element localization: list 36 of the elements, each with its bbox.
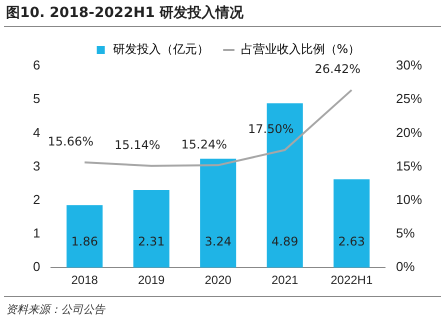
data-label: 26.42%	[314, 62, 360, 76]
y-tick-label: 3	[32, 158, 40, 174]
x-tick-label: 2022H1	[330, 273, 373, 288]
bar	[66, 205, 103, 268]
data-label: 3.24	[204, 234, 232, 249]
x-tick-label: 2020	[204, 273, 232, 288]
data-label: 15.14%	[114, 138, 160, 152]
y2-tick-label: 5%	[396, 226, 416, 241]
x-tick-label: 2019	[138, 273, 166, 288]
y2-tick-label: 10%	[396, 192, 422, 207]
bar	[200, 158, 236, 268]
x-tick-label: 2021	[272, 273, 299, 288]
y2-tick-label: 25%	[396, 91, 422, 106]
data-label: 1.86	[71, 234, 98, 249]
y2-tick-label: 0%	[396, 259, 416, 274]
bar	[133, 190, 170, 268]
y-tick-label: 6	[32, 58, 40, 73]
data-label: 15.24%	[181, 137, 227, 152]
legend-label: 占营业收入比例（%）	[240, 42, 360, 56]
y2-tick-label: 15%	[396, 158, 422, 174]
data-label: 4.89	[271, 234, 298, 249]
chart-title: 图10. 2018-2022H1 研发投入情况	[6, 4, 244, 22]
y-tick-label: 1	[32, 226, 40, 241]
y2-tick-label: 20%	[396, 124, 422, 140]
y-tick-label: 2	[32, 192, 40, 207]
text: 资料来源：公司公告	[6, 302, 105, 317]
y-tick-label: 5	[32, 91, 40, 106]
data-label: 2.31	[138, 234, 165, 249]
y2-tick-label: 30%	[396, 58, 422, 73]
y-tick-label: 0	[32, 259, 40, 274]
bar	[334, 179, 370, 268]
data-label: 2.63	[338, 234, 365, 249]
legend-label: 研发投入（亿元）	[112, 42, 209, 56]
data-label: 15.66%	[48, 134, 94, 148]
x-tick-label: 2018	[71, 273, 98, 288]
y-tick-label: 4	[32, 124, 40, 140]
